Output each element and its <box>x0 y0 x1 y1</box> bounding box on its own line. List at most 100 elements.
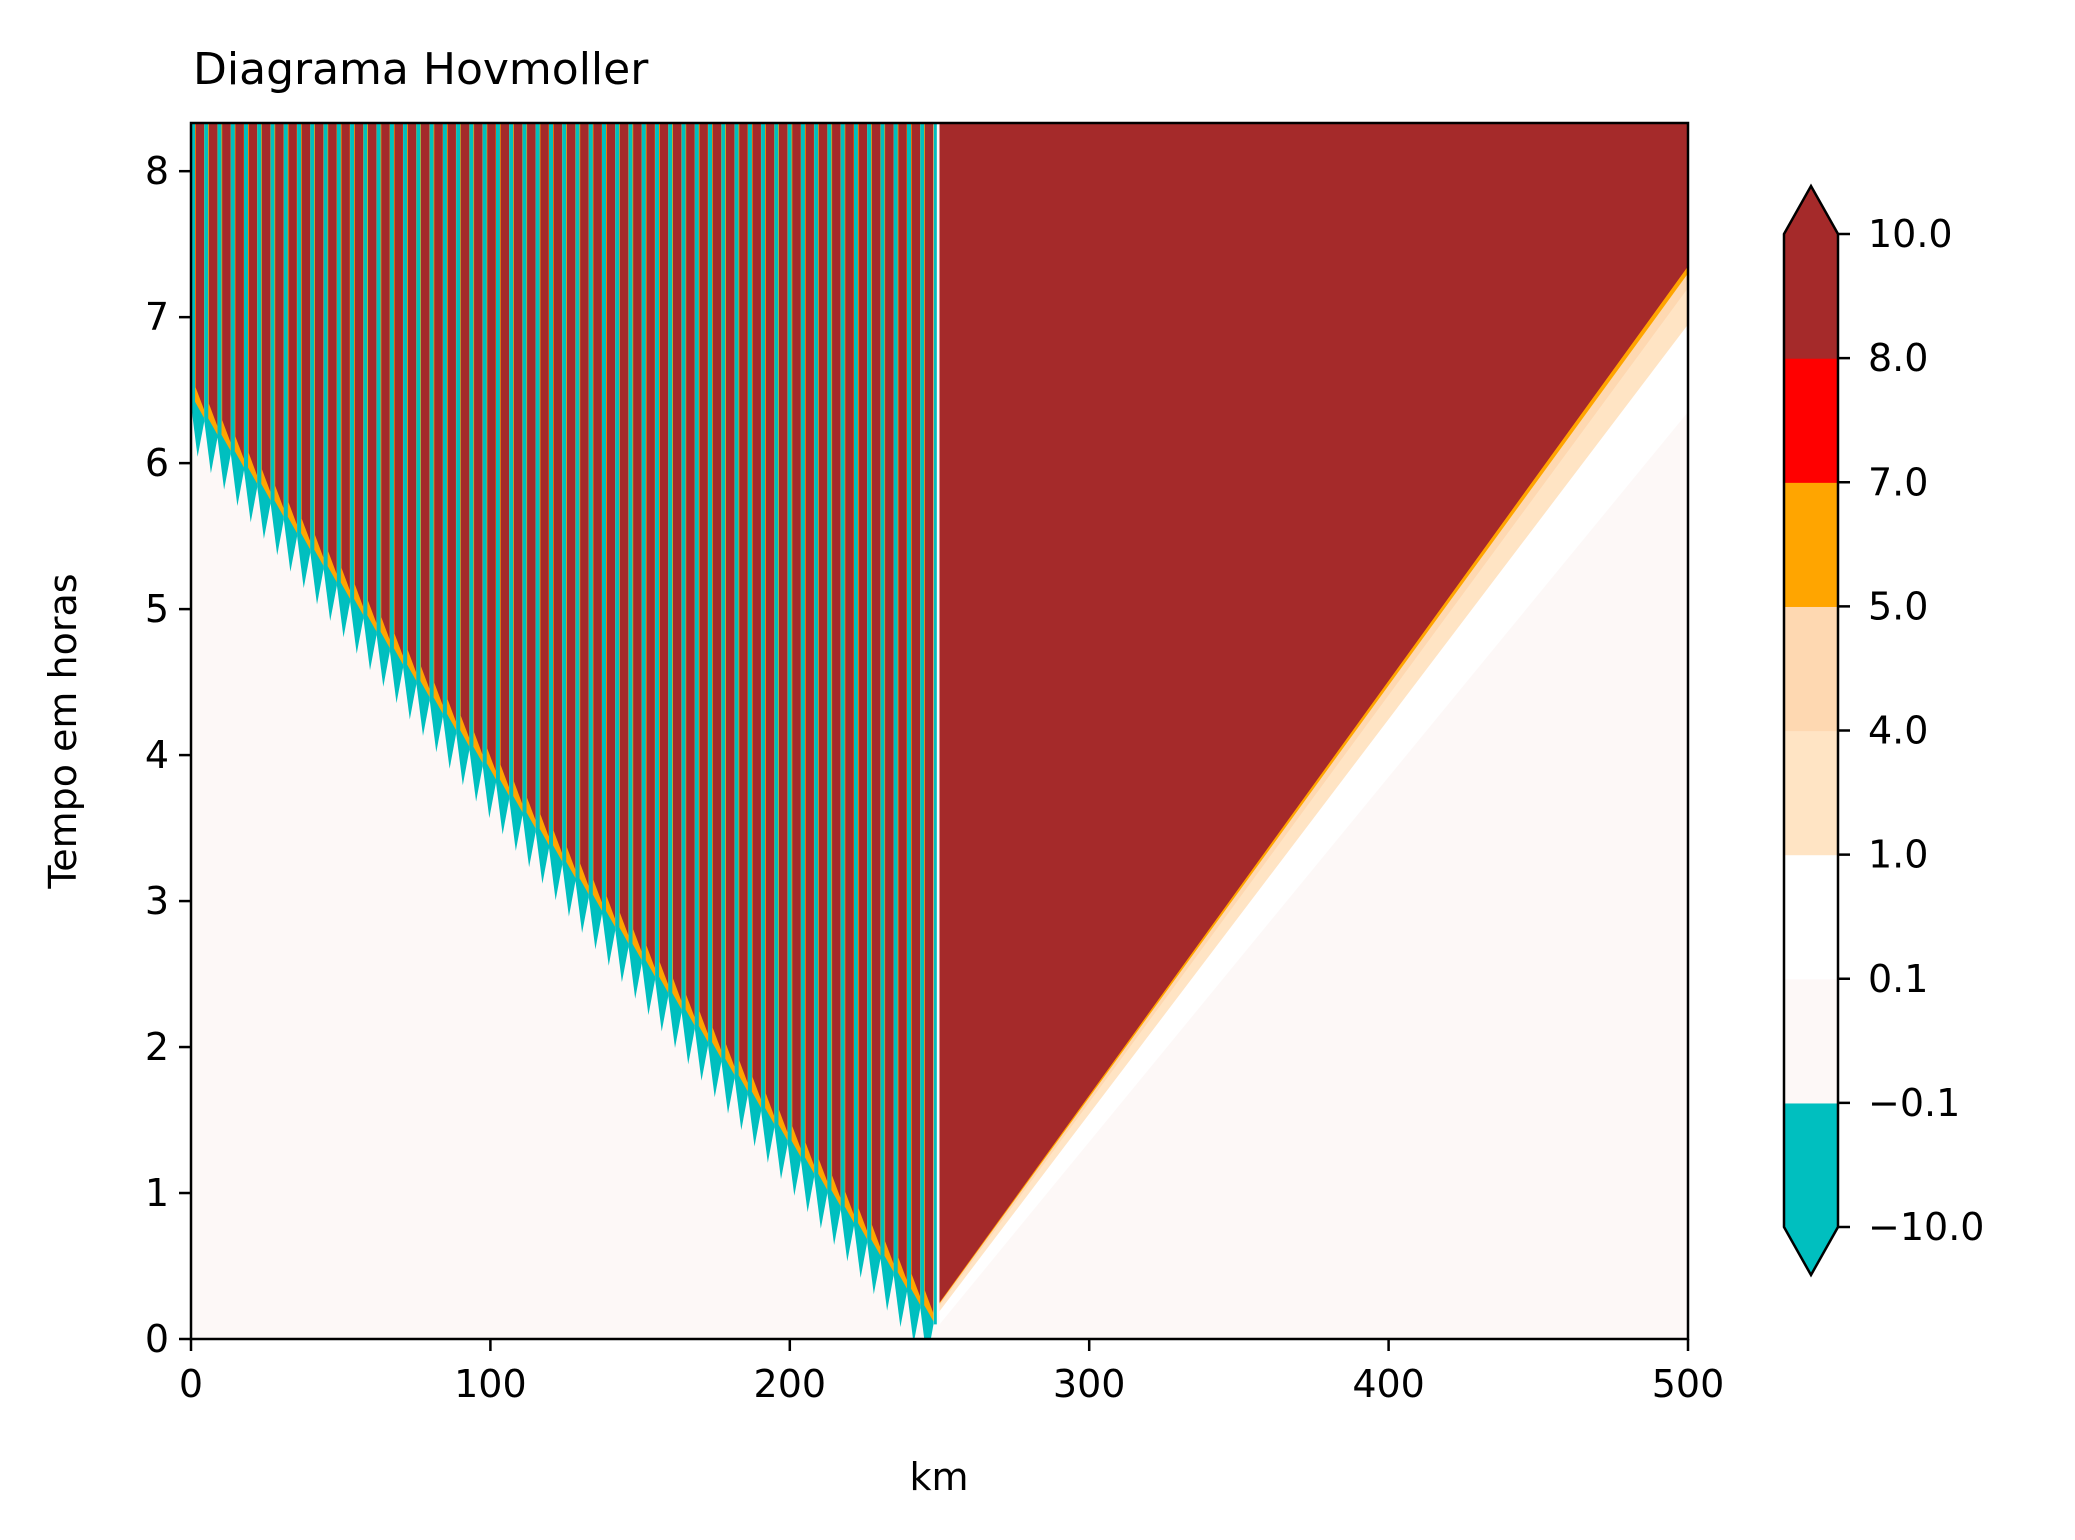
oscillation-band-31 <box>606 123 615 919</box>
colorbar-extend-top <box>1784 186 1838 234</box>
oscillation-band-36 <box>673 123 682 1001</box>
colorbar-segment-0 <box>1784 1102 1838 1228</box>
oscillation-band-12 <box>354 123 364 607</box>
x-axis-label: km <box>909 1455 968 1499</box>
oscillation-band-25 <box>527 123 536 820</box>
colorbar-segment-4 <box>1784 606 1838 732</box>
y-tick-label-0: 0 <box>145 1317 169 1361</box>
colorbar-segment-6 <box>1784 358 1838 483</box>
colorbar-segment-7 <box>1784 234 1838 359</box>
y-tick-label-1: 1 <box>145 1171 169 1215</box>
oscillation-band-6 <box>275 123 284 508</box>
y-tick-label-7: 7 <box>145 295 169 339</box>
oscillation-band-29 <box>580 123 589 886</box>
oscillation-band-14 <box>381 123 390 640</box>
x-tick-label-300: 300 <box>1053 1362 1126 1406</box>
oscillation-band-27 <box>553 123 562 853</box>
oscillation-band-40 <box>726 123 735 1067</box>
colorbar: −10.0 −0.1 0.1 1.0 4.0 5.0 7.0 8.0 10.0 <box>1782 183 1984 1278</box>
oscillation-band-54 <box>911 123 920 1297</box>
colorbar-segment-1 <box>1784 978 1838 1104</box>
oscillation-band-7 <box>288 123 297 525</box>
oscillation-band-26 <box>540 123 549 837</box>
y-tick-label-6: 6 <box>145 441 169 485</box>
colorbar-tick-label-5: 5.0 <box>1868 584 1928 628</box>
oscillation-band-23 <box>500 123 509 788</box>
oscillation-band-52 <box>885 123 894 1264</box>
x-tick-label-100: 100 <box>454 1362 527 1406</box>
oscillation-band-11 <box>341 123 350 591</box>
oscillation-band-10 <box>328 123 337 574</box>
y-tick-label-4: 4 <box>145 733 169 777</box>
colorbar-tick-label-4: 4.0 <box>1868 709 1928 753</box>
x-tick-label-500: 500 <box>1652 1362 1725 1406</box>
oscillation-band-33 <box>633 123 642 952</box>
oscillation-band-43 <box>765 123 775 1116</box>
y-tick-label-2: 2 <box>145 1025 169 1069</box>
y-tick-label-5: 5 <box>145 587 169 631</box>
colorbar-tick-label-2: 0.1 <box>1868 957 1928 1001</box>
oscillation-band-18 <box>434 123 443 706</box>
oscillation-band-44 <box>779 123 788 1133</box>
colorbar-segment-5 <box>1784 482 1838 607</box>
colorbar-extend-bottom <box>1784 1227 1838 1275</box>
plot-frame <box>189 121 1690 1341</box>
y-axis: 0 1 2 3 4 5 6 7 8 <box>145 149 191 1361</box>
oscillation-band-37 <box>686 123 695 1018</box>
oscillation-band-32 <box>619 123 629 935</box>
oscillation-band-41 <box>739 123 748 1083</box>
colorbar-segment-2 <box>1784 854 1838 980</box>
oscillation-band-1 <box>208 123 218 426</box>
oscillation-band-20 <box>460 123 470 738</box>
oscillation-band-47 <box>818 123 828 1182</box>
oscillation-band-50 <box>858 123 867 1231</box>
chart-title: Diagrama Hovmoller <box>193 44 649 95</box>
colorbar-tick-label-6: 7.0 <box>1868 460 1928 504</box>
oscillation-band-35 <box>659 123 669 985</box>
oscillation-band-46 <box>805 123 814 1165</box>
x-tick-label-200: 200 <box>754 1362 827 1406</box>
oscillation-band-15 <box>394 123 403 656</box>
y-tick-label-8: 8 <box>145 149 169 193</box>
oscillation-band-21 <box>474 123 483 755</box>
oscillation-band-24 <box>513 123 523 804</box>
colorbar-tick-label-1: −0.1 <box>1868 1081 1960 1125</box>
high-value-wedge <box>939 123 1688 1303</box>
oscillation-band-53 <box>898 123 907 1280</box>
oscillation-band-39 <box>712 123 722 1050</box>
oscillation-band-45 <box>792 123 801 1149</box>
colorbar-tick-label-8: 10.0 <box>1868 212 1953 256</box>
x-axis: 0 100 200 300 400 500 <box>179 1339 1724 1406</box>
colorbar-tick-label-7: 8.0 <box>1868 336 1928 380</box>
oscillation-band-42 <box>752 123 761 1100</box>
oscillation-band-51 <box>871 123 881 1247</box>
oscillation-band-16 <box>407 123 417 673</box>
oscillation-band-5 <box>261 123 271 492</box>
oscillation-band-13 <box>368 123 377 623</box>
oscillation-band-30 <box>593 123 602 903</box>
x-tick-label-0: 0 <box>179 1362 203 1406</box>
colorbar-tick-label-0: −10.0 <box>1868 1205 1984 1249</box>
oscillation-band-34 <box>646 123 655 968</box>
oscillation-band-48 <box>832 123 841 1198</box>
colorbar-tick-label-3: 1.0 <box>1868 833 1928 877</box>
oscillation-band-28 <box>566 123 576 870</box>
y-tick-label-3: 3 <box>145 879 169 923</box>
oscillation-band-49 <box>845 123 854 1215</box>
oscillation-band-55 <box>924 123 934 1313</box>
oscillation-band-19 <box>447 123 456 722</box>
y-axis-label: Tempo em horas <box>41 573 85 889</box>
oscillation-band-17 <box>421 123 430 689</box>
oscillation-band-3 <box>235 123 244 459</box>
oscillation-band-4 <box>248 123 257 476</box>
oscillation-band-9 <box>315 123 324 558</box>
x-tick-label-400: 400 <box>1352 1362 1425 1406</box>
oscillation-band-2 <box>222 123 231 443</box>
oscillation-band-0 <box>195 123 204 410</box>
oscillation-band-38 <box>699 123 708 1034</box>
oscillation-band-22 <box>487 123 496 771</box>
colorbar-segment-3 <box>1784 730 1838 856</box>
plot-area <box>191 123 1688 1339</box>
oscillation-band-8 <box>301 123 311 541</box>
